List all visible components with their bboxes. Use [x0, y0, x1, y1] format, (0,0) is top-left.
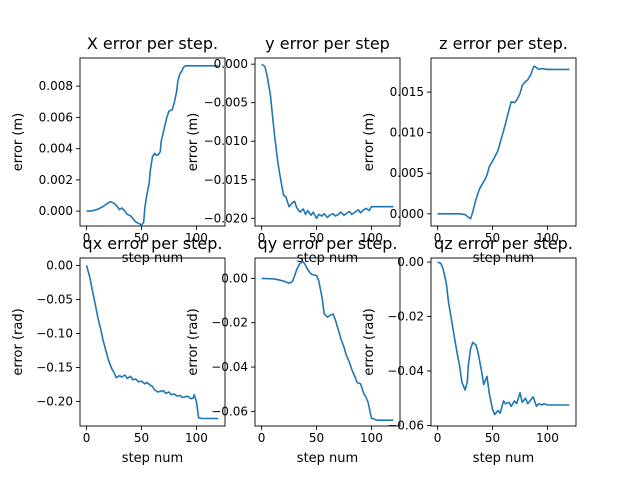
y-tick-label: −0.010 — [204, 134, 248, 148]
x-axis-label: step num — [473, 451, 534, 466]
chart-title: qx error per step. — [83, 234, 223, 253]
y-tick-label: 0.015 — [390, 85, 424, 99]
y-axis-label: error (m) — [362, 113, 377, 171]
x-tick-label: 100 — [185, 231, 208, 245]
y-tick-label: −0.005 — [204, 96, 248, 110]
y-axis-label: error (rad) — [362, 308, 377, 375]
y-tick-label: −0.04 — [387, 364, 424, 378]
x-tick-label: 0 — [83, 431, 91, 445]
y-axis-label: error (rad) — [11, 308, 26, 375]
x-tick-label: 0 — [258, 231, 266, 245]
series-line — [437, 65, 570, 220]
axes-frame — [430, 57, 577, 227]
x-tick-label: 100 — [360, 231, 383, 245]
x-tick-label: 100 — [185, 431, 208, 445]
axes-frame — [254, 257, 401, 427]
y-tick-label: −0.04 — [211, 360, 248, 374]
y-tick-label: 0.010 — [390, 126, 424, 140]
x-axis-label: step num — [297, 251, 358, 266]
x-tick-label: 50 — [134, 431, 149, 445]
y-tick-label: 0.00 — [221, 271, 248, 285]
chart-title: qy error per step. — [258, 234, 398, 253]
subplot-5: 0 50 100 0.00 −0.02 −0.04 −0.06 error (rad) step… — [186, 234, 401, 466]
y-tick-label: −0.15 — [36, 361, 73, 375]
subplot-1: 0 50 100 0.000 0.002 0.004 0.006 0.008 error (m)… — [11, 34, 226, 266]
series-line — [261, 260, 394, 422]
x-tick-label: 0 — [83, 231, 91, 245]
subplot-6: 0 50 100 0.00 −0.02 −0.04 −0.06 error (rad) step… — [362, 234, 577, 466]
x-tick-label: 100 — [536, 431, 559, 445]
y-tick-label: 0.000 — [390, 207, 424, 221]
y-axis-label: error (m) — [186, 113, 201, 171]
y-tick-label: −0.020 — [204, 211, 248, 225]
x-axis-label: step num — [122, 451, 183, 466]
y-tick-label: −0.06 — [387, 418, 424, 432]
chart-title: X error per step. — [87, 34, 218, 53]
y-tick-label: −0.20 — [36, 395, 73, 409]
subplot-2: 0 50 100 0.000 −0.005 −0.010 −0.015 −0.020 error… — [186, 34, 401, 266]
x-tick-label: 0 — [434, 231, 442, 245]
chart-title: qz error per step. — [434, 234, 573, 253]
x-tick-label: 50 — [485, 431, 500, 445]
y-tick-label: 0.008 — [39, 79, 73, 93]
y-tick-label: 0.005 — [390, 166, 424, 180]
y-tick-label: 0.00 — [46, 258, 73, 272]
y-axis-label: error (m) — [11, 113, 26, 171]
y-tick-label: −0.02 — [211, 316, 248, 330]
subplot-3: 0 50 100 0.000 0.005 0.010 0.015 error (m) step … — [362, 34, 577, 266]
y-tick-label: 0.000 — [39, 204, 73, 218]
y-tick-label: 0.00 — [397, 255, 424, 269]
x-tick-label: 50 — [134, 231, 149, 245]
y-tick-label: 0.006 — [39, 110, 73, 124]
axes-frame — [254, 57, 401, 227]
y-tick-label: 0.002 — [39, 173, 73, 187]
x-axis-label: step num — [297, 451, 358, 466]
series-line — [85, 265, 219, 420]
chart-title: z error per step. — [439, 34, 568, 53]
y-tick-label: −0.05 — [36, 292, 73, 306]
y-tick-label: −0.10 — [36, 326, 73, 340]
y-tick-label: −0.015 — [204, 173, 248, 187]
y-tick-label: −0.06 — [211, 404, 248, 418]
axes-frame — [430, 257, 577, 427]
x-tick-label: 100 — [360, 431, 383, 445]
y-tick-label: −0.02 — [387, 310, 424, 324]
axes-frame — [79, 57, 226, 227]
chart-title: y error per step — [265, 34, 390, 53]
x-tick-label: 50 — [309, 231, 324, 245]
x-tick-label: 100 — [536, 231, 559, 245]
x-tick-label: 50 — [485, 231, 500, 245]
subplot-4: 0 50 100 0.00 −0.05 −0.10 −0.15 −0.20 error (rad… — [11, 234, 226, 466]
x-axis-label: step num — [473, 251, 534, 266]
x-tick-label: 50 — [309, 431, 324, 445]
x-tick-label: 0 — [258, 431, 266, 445]
series-line — [86, 65, 219, 226]
y-axis-label: error (rad) — [186, 308, 201, 375]
y-tick-label: 0.004 — [39, 142, 73, 156]
y-tick-label: 0.000 — [214, 57, 248, 71]
series-line — [437, 261, 570, 416]
series-line — [261, 63, 394, 220]
x-tick-label: 0 — [434, 431, 442, 445]
axes-frame — [79, 257, 226, 427]
x-axis-label: step num — [122, 251, 183, 266]
